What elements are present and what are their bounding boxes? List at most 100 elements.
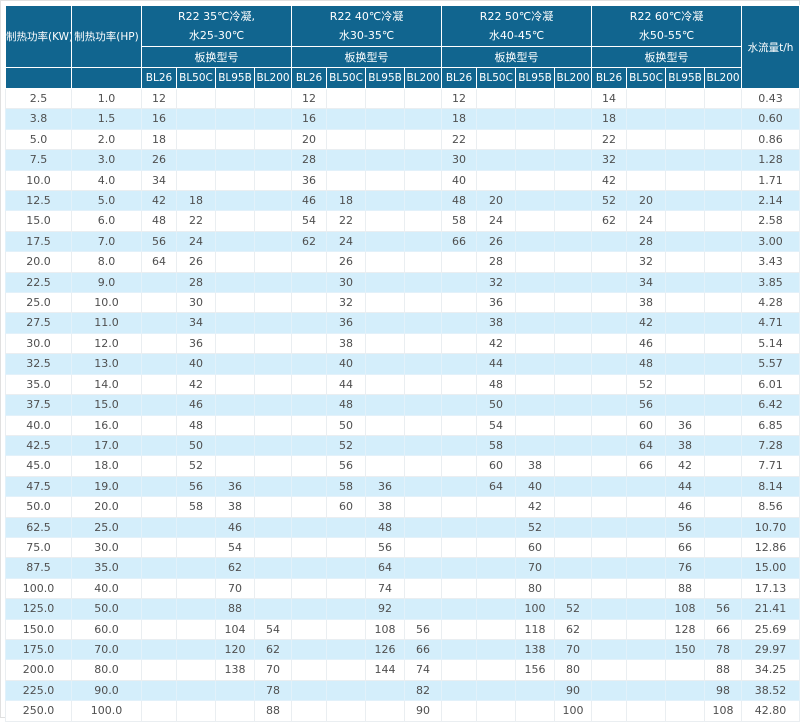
g3-bl26-cell: 18 (441, 108, 478, 130)
g3-bl50c-cell (476, 679, 517, 702)
kw-cell: 50.0 (5, 496, 72, 518)
g4-bl50c-cell (626, 108, 667, 130)
table-row: 15.0 6.0 48 22 54 22 58 24 62 24 2.58 (5, 210, 800, 232)
g2-bl200-cell (404, 577, 443, 600)
g4-bl26-cell (591, 679, 628, 702)
g3-bl200-cell (554, 373, 593, 396)
g4-bl95b-cell: 36 (665, 414, 706, 436)
g3-bl26-cell (441, 679, 478, 702)
g4-bl200-cell: 98 (704, 679, 743, 702)
g1-bl200-cell (253, 312, 293, 334)
g2-bl95b-cell (365, 679, 406, 702)
table-row: 87.5 35.0 62 64 70 76 15.00 (5, 557, 800, 579)
g4-bl95b-cell (665, 108, 706, 130)
g4-bl50c-cell (626, 536, 667, 559)
g4-bl50c-cell: 60 (626, 414, 667, 436)
model-header-g4-bl200: BL200 (704, 67, 743, 89)
g1-bl50c-cell (176, 618, 216, 640)
g4-bl50c-cell: 48 (626, 353, 667, 375)
g2-bl95b-cell (365, 373, 406, 396)
flow-cell: 3.85 (741, 271, 800, 294)
g1-bl95b-cell (215, 414, 255, 436)
g1-bl50c-cell (176, 108, 216, 130)
g3-bl26-cell (441, 271, 478, 294)
g4-bl95b-cell: 56 (665, 516, 706, 538)
g2-bl26-cell: 54 (291, 210, 328, 232)
g1-bl200-cell (253, 108, 293, 130)
g1-bl95b-cell (215, 700, 255, 722)
g3-bl200-cell: 90 (554, 679, 593, 702)
hp-cell: 25.0 (71, 516, 142, 538)
g4-bl200-cell (704, 271, 743, 294)
g1-bl200-cell (253, 598, 293, 620)
table-row: 125.0 50.0 88 92 100 52 108 56 21.41 (5, 598, 800, 620)
g3-bl50c-cell (476, 557, 517, 579)
g2-bl50c-cell: 50 (326, 414, 367, 436)
g1-bl200-cell (253, 169, 293, 192)
g1-bl200-cell: 70 (253, 659, 293, 681)
g4-bl95b-cell (665, 292, 706, 314)
g1-bl200-cell: 88 (253, 700, 293, 722)
g2-bl200-cell (404, 87, 443, 110)
group-title-line2: 水40-45℃ (488, 29, 545, 42)
g4-bl200-cell (704, 128, 743, 151)
g2-bl26-cell (291, 679, 328, 702)
kw-cell: 225.0 (5, 679, 72, 702)
g1-bl200-cell (253, 414, 293, 436)
g3-bl26-cell (441, 373, 478, 396)
g2-bl200-cell (404, 149, 443, 171)
g4-bl50c-cell: 32 (626, 251, 667, 273)
g4-bl95b-cell: 128 (665, 618, 706, 640)
g1-bl95b-cell (215, 190, 255, 212)
g3-bl50c-cell (476, 536, 517, 559)
g4-bl50c-cell (626, 516, 667, 538)
g1-bl26-cell: 48 (141, 210, 177, 232)
g3-bl50c-cell (476, 659, 517, 681)
g2-bl95b-cell (365, 394, 406, 416)
kw-cell: 250.0 (5, 700, 72, 722)
g1-bl200-cell (253, 149, 293, 171)
g3-bl26-cell (441, 414, 478, 436)
g3-bl95b-cell (515, 169, 556, 192)
g2-bl200-cell (404, 557, 443, 579)
model-header-g3-bl200: BL200 (554, 67, 593, 89)
g1-bl26-cell (141, 496, 177, 518)
g1-bl95b-cell: 54 (215, 536, 255, 559)
g2-bl95b-cell (365, 230, 406, 253)
g2-bl26-cell (291, 292, 328, 314)
g3-bl50c-cell (476, 577, 517, 600)
g1-bl95b-cell: 62 (215, 557, 255, 579)
g4-bl26-cell: 18 (591, 108, 628, 130)
kw-cell: 100.0 (5, 577, 72, 600)
g4-bl95b-cell (665, 230, 706, 253)
g4-bl95b-cell (665, 128, 706, 151)
table-row: 50.0 20.0 58 38 60 38 42 46 8.56 (5, 496, 800, 518)
table-row: 150.0 60.0 104 54 108 56 118 62 128 66 25.69 (5, 618, 800, 640)
g3-bl200-cell (554, 332, 593, 355)
g3-bl95b-cell (515, 230, 556, 253)
g3-bl26-cell (441, 659, 478, 681)
g3-bl95b-cell (515, 414, 556, 436)
g1-bl95b-cell (215, 128, 255, 151)
g3-bl26-cell: 48 (441, 190, 478, 212)
g1-bl26-cell (141, 536, 177, 559)
g2-bl26-cell (291, 434, 328, 457)
g3-bl95b-cell (515, 251, 556, 273)
g2-bl200-cell (404, 353, 443, 375)
g2-bl26-cell (291, 312, 328, 334)
g1-bl200-cell (253, 434, 293, 457)
g4-bl200-cell (704, 210, 743, 232)
subheader-models-g3: 板换型号 (441, 46, 593, 68)
g1-bl95b-cell (215, 679, 255, 702)
g4-bl26-cell: 52 (591, 190, 628, 212)
flow-cell: 2.58 (741, 210, 800, 232)
g3-bl26-cell: 40 (441, 169, 478, 192)
g4-bl26-cell (591, 394, 628, 416)
g3-bl26-cell (441, 496, 478, 518)
g4-bl26-cell (591, 700, 628, 722)
g3-bl50c-cell (476, 169, 517, 192)
hp-cell: 7.0 (71, 230, 142, 253)
g4-bl200-cell (704, 169, 743, 192)
g1-bl200-cell (253, 128, 293, 151)
g3-bl200-cell (554, 353, 593, 375)
